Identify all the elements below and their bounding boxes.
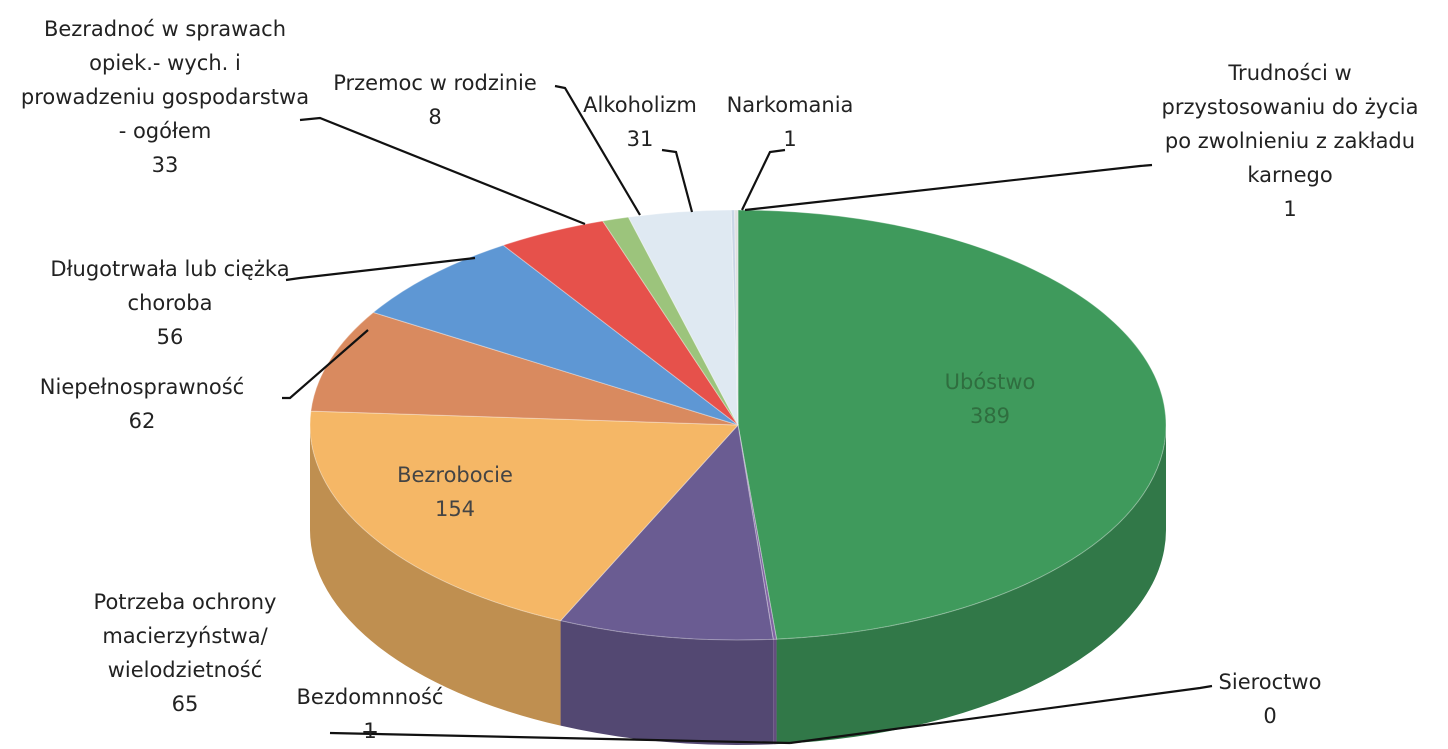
pie [309, 209, 1167, 745]
leader-lines [282, 84, 1213, 745]
slice-label: Przemoc w rodzinie 8 [305, 66, 565, 134]
leader-line [661, 148, 694, 213]
slice-label: Trudności w przystosowaniu do życia po z… [1155, 56, 1425, 226]
slice-label: Ubóstwo 389 [890, 365, 1090, 433]
slice-side [310, 425, 561, 726]
leader-line [744, 163, 1153, 212]
value-label: 1 [783, 127, 797, 151]
value-label: 31 [626, 127, 654, 151]
slice-label: Potrzeba ochrony macierzyństwa/ wielodzi… [65, 585, 305, 721]
slice-label: Bezradnoć w sprawach opiek.- wych. i pro… [20, 12, 310, 182]
category-name: Trudności w przystosowaniu do życia po z… [1161, 61, 1419, 187]
slice [309, 410, 740, 622]
category-name: Sieroctwo [1218, 670, 1322, 694]
leader-line [329, 731, 791, 745]
category-name: Bezradnoć w sprawach opiek.- wych. i pro… [20, 17, 310, 143]
leader-line [554, 84, 641, 216]
leader-line [285, 256, 476, 282]
value-label: 33 [151, 153, 179, 177]
slice [372, 244, 739, 426]
slice-side [773, 639, 777, 745]
category-name: Przemoc w rodzinie [333, 71, 537, 95]
value-label: 1 [363, 719, 377, 743]
slice [310, 311, 739, 426]
slice [502, 220, 739, 426]
slice [601, 216, 739, 426]
value-label: 65 [171, 692, 199, 716]
category-name: Narkomania [726, 93, 854, 117]
value-label: 56 [156, 325, 184, 349]
slice [737, 209, 1167, 640]
category-name: Długotrwała lub ciężka choroba [50, 257, 290, 315]
category-name: Bezdomnność [296, 685, 444, 709]
slice-label: Bezrobocie 154 [355, 458, 555, 526]
pie-tops [309, 209, 1167, 641]
value-label: 62 [128, 409, 156, 433]
slice-label: Alkoholizm 31 [565, 88, 715, 156]
value-label: 389 [969, 404, 1011, 428]
slice-side [776, 425, 1166, 745]
leader-line [789, 684, 1213, 745]
slice-label: Narkomania 1 [715, 88, 865, 156]
slice [627, 209, 739, 426]
category-name: Niepełnosprawność [39, 375, 245, 399]
value-label: 0 [1263, 704, 1277, 728]
slice-label: Długotrwała lub ciężka choroba 56 [45, 252, 295, 354]
slice-side [560, 620, 774, 745]
value-label: 154 [434, 497, 476, 521]
slice [730, 209, 739, 426]
category-name: Potrzeba ochrony macierzyństwa/ wielodzi… [93, 590, 277, 682]
pie-sides [310, 425, 1166, 745]
leader-line [741, 148, 786, 211]
slice-label: Bezdomnność 1 [270, 680, 470, 748]
category-name: Alkoholizm [583, 93, 697, 117]
slice [737, 424, 778, 640]
leader-line [282, 329, 369, 400]
slice-label: Niepełnosprawność 62 [2, 370, 282, 438]
slice [734, 209, 739, 426]
category-name: Ubóstwo [944, 370, 1036, 394]
category-name: Bezrobocie [397, 463, 513, 487]
value-label: 8 [428, 105, 442, 129]
slice [559, 423, 774, 641]
value-label: 1 [1283, 197, 1297, 221]
slice-label: Sieroctwo 0 [1190, 665, 1350, 733]
leader-line [299, 116, 586, 226]
